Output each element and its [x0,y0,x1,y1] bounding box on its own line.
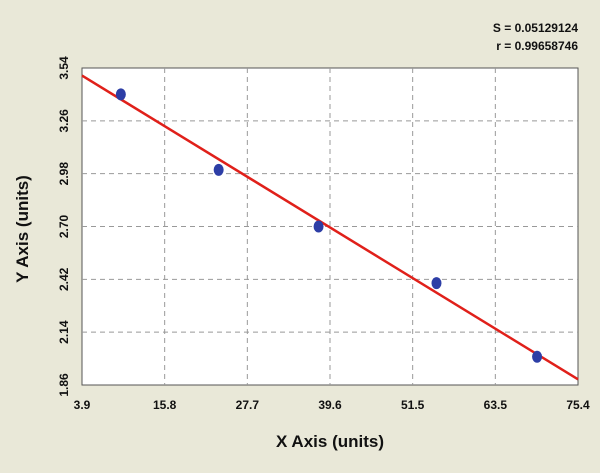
fit-line [81,74,579,381]
y-tick-label: 2.98 [57,162,71,186]
data-points [115,88,543,363]
stat-s: S = 0.05129124 [493,21,578,35]
gridlines [82,68,578,385]
y-tick-label: 2.14 [57,320,71,344]
y-tick-label: 3.54 [57,56,71,80]
fit-line-layer [81,74,579,381]
stat-r: r = 0.99658746 [496,39,578,53]
data-point [431,277,442,290]
x-tick-label: 75.4 [566,398,590,412]
y-tick-label: 3.26 [57,109,71,133]
x-tick-label: 63.5 [484,398,508,412]
y-tick-label: 2.42 [57,267,71,291]
y-tick-label: 2.70 [57,214,71,238]
x-tick-label: 3.9 [74,398,91,412]
data-point [213,163,224,176]
x-tick-label: 51.5 [401,398,425,412]
x-axis-title: X Axis (units) [276,432,384,451]
y-tick-label: 1.86 [57,373,71,397]
x-tick-label: 39.6 [318,398,342,412]
tick-labels: 3.9 15.8 27.7 39.6 51.5 63.5 75.4 1.86 2.14 2.42 2… [57,56,590,412]
x-tick-label: 15.8 [153,398,177,412]
data-point [115,88,126,101]
y-axis-title: Y Axis (units) [13,175,32,283]
x-tick-label: 27.7 [236,398,260,412]
data-point [313,220,324,233]
data-point [532,350,543,363]
